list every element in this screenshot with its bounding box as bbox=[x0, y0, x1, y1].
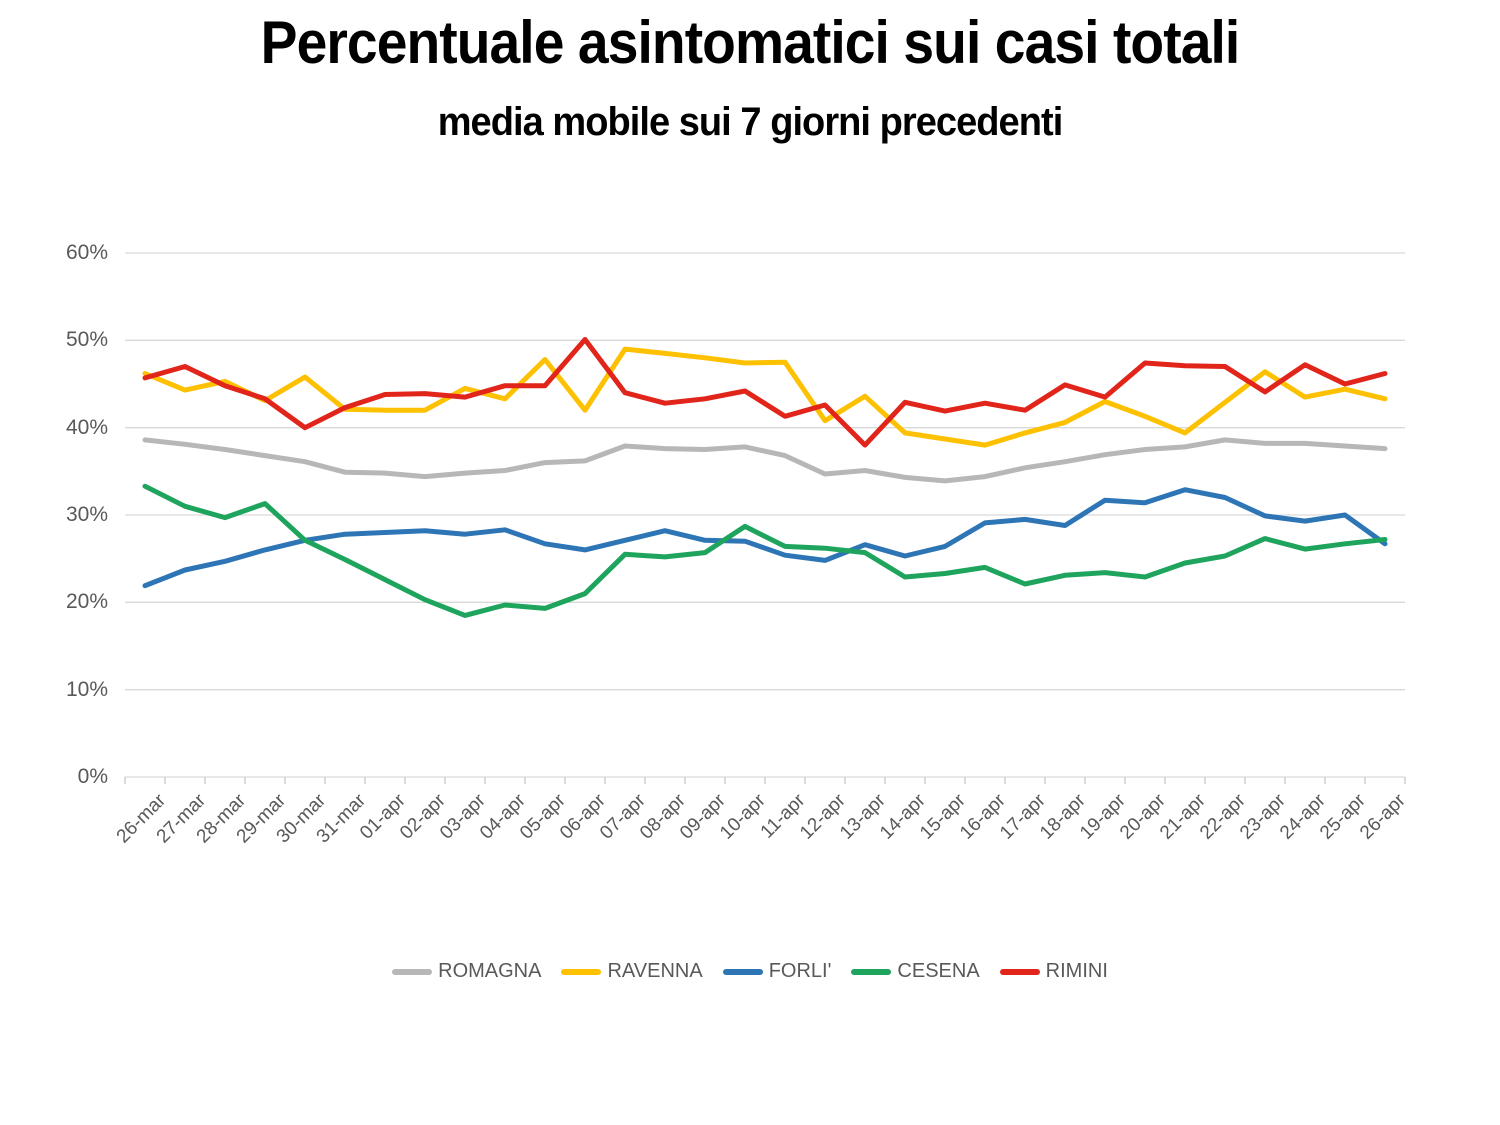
chart-legend: ROMAGNA RAVENNA FORLI' CESENA RIMINI bbox=[0, 960, 1500, 983]
legend-item-cesena: CESENA bbox=[851, 960, 980, 983]
legend-line-swatch bbox=[561, 968, 602, 975]
legend-line-swatch bbox=[999, 968, 1040, 975]
series-line-rimini bbox=[142, 337, 1388, 448]
y-axis-label: 50% bbox=[65, 328, 108, 352]
legend-item-ravenna: RAVENNA bbox=[561, 960, 703, 983]
legend-line-swatch bbox=[392, 968, 433, 975]
y-axis-label: 20% bbox=[65, 590, 108, 614]
y-axis-label: 30% bbox=[65, 503, 108, 526]
legend-label: FORLI' bbox=[768, 960, 832, 982]
y-axis-label: 10% bbox=[65, 677, 108, 701]
legend-label: RIMINI bbox=[1045, 960, 1108, 982]
series-line-ravenna bbox=[142, 346, 1388, 448]
chart-subtitle: media mobile sui 7 giorni precedenti bbox=[437, 100, 1064, 144]
legend-line-swatch bbox=[722, 968, 763, 975]
series-line-cesena bbox=[142, 483, 1388, 618]
y-axis-label: 40% bbox=[65, 415, 108, 439]
legend-item-romagna: ROMAGNA bbox=[392, 960, 541, 983]
series-line-forli bbox=[142, 487, 1388, 589]
y-axis-label: 60% bbox=[65, 241, 108, 264]
series-line-romagna bbox=[142, 437, 1388, 484]
y-axis-label: 0% bbox=[77, 765, 108, 788]
legend-line-swatch bbox=[851, 968, 892, 975]
legend-item-forli: FORLI' bbox=[722, 960, 832, 983]
chart-title: Percentuale asintomatici sui casi totali bbox=[260, 9, 1241, 76]
legend-label: RAVENNA bbox=[607, 960, 703, 982]
legend-label: ROMAGNA bbox=[438, 960, 542, 982]
legend-item-rimini: RIMINI bbox=[999, 960, 1108, 983]
legend-label: CESENA bbox=[897, 960, 980, 982]
